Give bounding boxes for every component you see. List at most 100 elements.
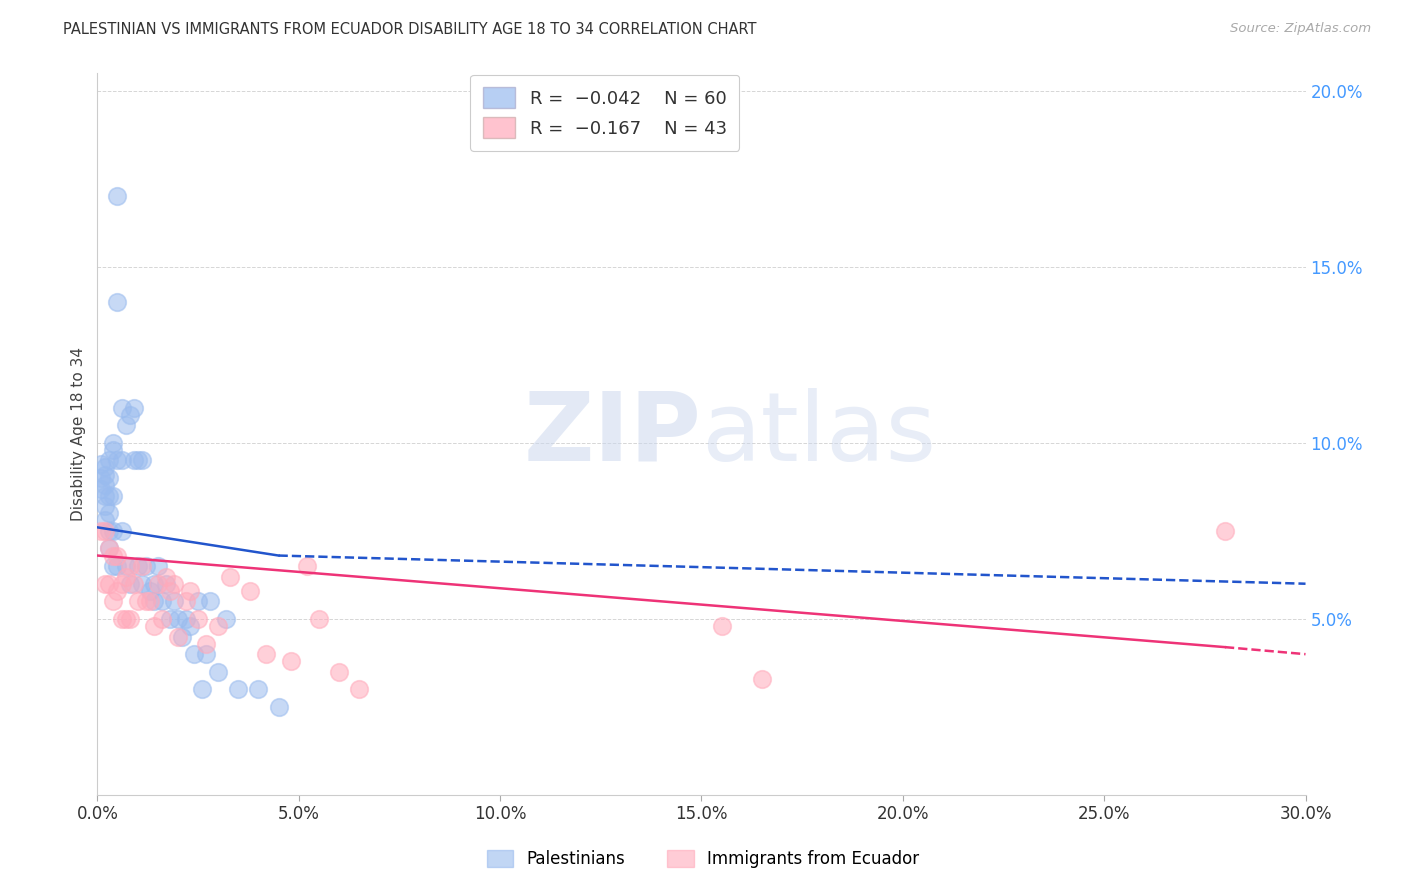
Point [94, 467, 117, 482]
Point [110, 401, 132, 415]
Point [94, 489, 117, 503]
Point [114, 612, 136, 626]
Point [131, 576, 153, 591]
Point [751, 672, 773, 686]
Point [163, 594, 186, 608]
Point [191, 682, 214, 697]
Point [98, 524, 121, 538]
Point [174, 612, 197, 626]
Point [98, 489, 121, 503]
Point [107, 559, 129, 574]
Point [94, 500, 117, 514]
Point [142, 619, 165, 633]
Point [239, 583, 262, 598]
Point [98, 453, 121, 467]
Legend: R =  −0.042    N = 60, R =  −0.167    N = 43: R = −0.042 N = 60, R = −0.167 N = 43 [470, 75, 740, 151]
Point [146, 576, 169, 591]
Point [198, 594, 221, 608]
Point [1213, 524, 1236, 538]
Point [118, 612, 141, 626]
Point [103, 442, 125, 457]
Point [167, 612, 190, 626]
Point [98, 471, 121, 485]
Point [207, 665, 229, 679]
Point [90, 471, 112, 485]
Legend: Palestinians, Immigrants from Ecuador: Palestinians, Immigrants from Ecuador [479, 843, 927, 875]
Point [110, 524, 132, 538]
Point [122, 453, 145, 467]
Text: Source: ZipAtlas.com: Source: ZipAtlas.com [1230, 22, 1371, 36]
Point [103, 524, 125, 538]
Point [107, 294, 129, 309]
Text: ZIP: ZIP [523, 387, 702, 481]
Point [150, 612, 173, 626]
Point [127, 594, 149, 608]
Point [98, 576, 121, 591]
Point [107, 453, 129, 467]
Point [90, 482, 112, 496]
Point [110, 576, 132, 591]
Point [710, 619, 733, 633]
Point [98, 506, 121, 520]
Point [118, 559, 141, 574]
Point [103, 559, 125, 574]
Point [163, 576, 186, 591]
Point [98, 541, 121, 556]
Point [107, 549, 129, 563]
Point [94, 576, 117, 591]
Point [195, 647, 218, 661]
Point [226, 682, 249, 697]
Point [146, 559, 169, 574]
Text: PALESTINIAN VS IMMIGRANTS FROM ECUADOR DISABILITY AGE 18 TO 34 CORRELATION CHART: PALESTINIAN VS IMMIGRANTS FROM ECUADOR D… [63, 22, 756, 37]
Point [328, 665, 350, 679]
Point [170, 630, 193, 644]
Point [159, 612, 181, 626]
Point [138, 583, 160, 598]
Point [94, 513, 117, 527]
Point [150, 594, 173, 608]
Point [122, 401, 145, 415]
Point [103, 435, 125, 450]
Point [103, 489, 125, 503]
Point [118, 576, 141, 591]
Point [155, 569, 177, 583]
Point [179, 583, 201, 598]
Point [308, 612, 330, 626]
Point [179, 619, 201, 633]
Point [90, 457, 112, 471]
Point [219, 569, 242, 583]
Point [174, 594, 197, 608]
Point [103, 594, 125, 608]
Y-axis label: Disability Age 18 to 34: Disability Age 18 to 34 [72, 347, 86, 521]
Point [247, 682, 270, 697]
Point [135, 559, 157, 574]
Point [94, 524, 117, 538]
Point [107, 189, 129, 203]
Point [90, 524, 112, 538]
Point [135, 594, 157, 608]
Point [183, 647, 205, 661]
Point [187, 612, 209, 626]
Point [107, 583, 129, 598]
Point [94, 478, 117, 492]
Point [215, 612, 238, 626]
Point [118, 408, 141, 422]
Point [159, 583, 181, 598]
Point [167, 630, 190, 644]
Point [280, 654, 302, 668]
Point [142, 576, 165, 591]
Point [114, 569, 136, 583]
Point [103, 549, 125, 563]
Point [267, 700, 290, 714]
Point [127, 559, 149, 574]
Point [114, 418, 136, 433]
Text: atlas: atlas [702, 387, 936, 481]
Point [122, 576, 145, 591]
Point [138, 594, 160, 608]
Point [114, 559, 136, 574]
Point [256, 647, 278, 661]
Point [295, 559, 318, 574]
Point [110, 453, 132, 467]
Point [131, 559, 153, 574]
Point [98, 541, 121, 556]
